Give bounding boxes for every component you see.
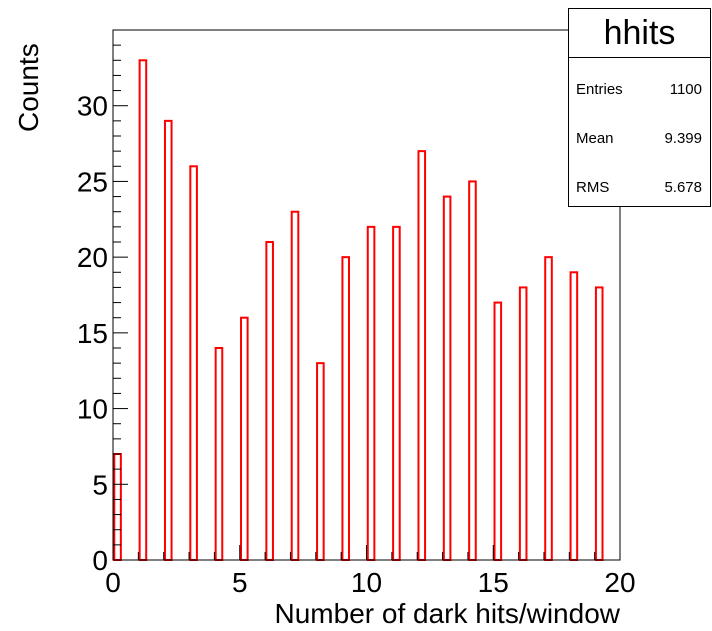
y-tick-label: 15	[77, 318, 108, 349]
y-tick-label: 30	[77, 91, 108, 122]
stats-row-entries: Entries 1100	[569, 65, 710, 114]
y-tick-label: 25	[77, 166, 108, 197]
rms-label: RMS	[576, 179, 610, 196]
bars-layer	[113, 59, 604, 562]
bar-7	[290, 210, 300, 561]
y-tick-label: 10	[77, 394, 108, 425]
bar-3	[189, 165, 198, 562]
entries-value: 1100	[669, 81, 702, 98]
x-axis-label: Number of dark hits/window	[275, 598, 621, 629]
bar-2	[163, 119, 173, 561]
y-tick-label: 0	[92, 545, 108, 576]
x-tick-label: 0	[105, 567, 121, 598]
x-tick-label: 10	[351, 567, 382, 598]
bar-9	[341, 256, 351, 561]
bar-5	[240, 316, 249, 562]
bar-6	[265, 241, 274, 561]
y-axis-label: Counts	[13, 43, 44, 132]
bar-15	[493, 301, 503, 561]
bar-0	[113, 453, 122, 561]
mean-label: Mean	[576, 130, 614, 147]
bar-17	[544, 256, 553, 561]
stats-row-mean: Mean 9.399	[569, 114, 710, 163]
axis-ticks	[112, 44, 621, 561]
bar-8	[316, 362, 325, 561]
plot-frame	[112, 29, 621, 561]
bar-18	[569, 271, 579, 561]
bar-16	[518, 286, 528, 561]
bar-12	[417, 150, 427, 561]
stats-box: hhits Entries 1100 Mean 9.399 RMS 5.678	[568, 8, 711, 207]
bar-14	[468, 180, 477, 562]
stats-row-rms: RMS 5.678	[569, 163, 710, 212]
x-tick-label: 20	[604, 567, 635, 598]
x-tick-label: 15	[478, 567, 509, 598]
stats-title: hhits	[569, 9, 710, 58]
mean-value: 9.399	[664, 130, 702, 147]
bar-13	[442, 195, 452, 561]
y-tick-label: 5	[92, 469, 108, 500]
bar-1	[138, 59, 148, 562]
bar-11	[392, 225, 401, 561]
bar-4	[214, 347, 224, 561]
tick-labels: 0 5 10 15 20 0 5 10 15 20 25 30	[77, 91, 636, 598]
x-tick-label: 5	[232, 567, 248, 598]
y-tick-label: 20	[77, 242, 108, 273]
bar-19	[594, 286, 604, 561]
entries-label: Entries	[576, 81, 623, 98]
rms-value: 5.678	[664, 179, 702, 196]
bar-10	[366, 225, 376, 561]
